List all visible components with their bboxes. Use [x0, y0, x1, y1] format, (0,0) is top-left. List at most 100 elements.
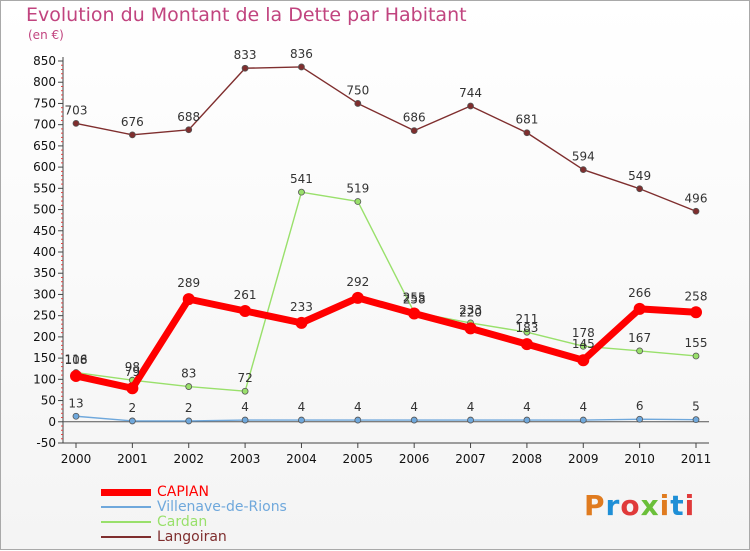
data-label-capian: 292 — [346, 275, 369, 289]
data-label-villenave-de-rions: 4 — [298, 400, 306, 414]
data-point-villenave-de-rions — [128, 417, 136, 425]
legend-swatch — [101, 489, 151, 496]
data-point-langoiran — [636, 185, 644, 193]
data-point-capian — [126, 382, 139, 395]
y-tick-label: 650 — [33, 139, 56, 153]
data-label-capian: 145 — [572, 337, 595, 351]
y-tick-label: 250 — [33, 309, 56, 323]
data-point-villenave-de-rions — [579, 416, 587, 424]
data-point-cardan — [692, 352, 700, 360]
y-tick-label: 0 — [48, 415, 56, 429]
y-tick-label: 200 — [33, 330, 56, 344]
proxiti-logo: Proxiti — [584, 489, 695, 522]
data-point-langoiran — [692, 207, 700, 215]
logo-letter: P — [584, 489, 606, 522]
x-tick-label: 2011 — [681, 452, 712, 466]
y-tick-label: 800 — [33, 75, 56, 89]
logo-letter: i — [659, 489, 671, 522]
data-label-langoiran: 833 — [234, 48, 257, 62]
data-point-langoiran — [354, 100, 362, 107]
data-label-langoiran: 549 — [628, 169, 651, 183]
y-tick-label: 400 — [33, 245, 56, 259]
data-label-cardan: 258 — [403, 292, 426, 306]
data-label-cardan: 167 — [628, 331, 651, 345]
series-line-langoiran — [75, 66, 697, 212]
data-point-cardan — [636, 347, 644, 355]
data-label-cardan: 541 — [290, 172, 313, 186]
x-tick-label: 2001 — [117, 452, 148, 466]
x-tick-label: 2003 — [230, 452, 261, 466]
data-label-villenave-de-rions: 5 — [692, 400, 700, 414]
data-label-villenave-de-rions: 4 — [410, 400, 418, 414]
data-label-cardan: 98 — [125, 360, 140, 374]
data-point-villenave-de-rions — [636, 415, 644, 423]
x-tick-label: 2010 — [624, 452, 655, 466]
data-point-langoiran — [298, 63, 305, 71]
y-tick-label: 300 — [33, 287, 56, 301]
data-point-langoiran — [128, 131, 136, 139]
data-label-langoiran: 681 — [515, 113, 538, 127]
data-point-capian — [295, 316, 308, 329]
data-label-cardan: 116 — [65, 353, 88, 367]
data-point-langoiran — [467, 102, 474, 110]
data-label-cardan: 211 — [515, 312, 538, 326]
data-point-villenave-de-rions — [410, 416, 418, 424]
data-label-cardan: 72 — [237, 371, 252, 385]
data-label-langoiran: 594 — [572, 150, 595, 164]
chart-title: Evolution du Montant de la Dette par Hab… — [26, 4, 467, 26]
legend-label: Villenave-de-Rions — [157, 499, 287, 515]
data-point-villenave-de-rions — [185, 417, 193, 425]
data-label-langoiran: 744 — [459, 86, 482, 100]
data-point-capian — [239, 304, 252, 317]
y-tick-label: 700 — [33, 118, 56, 132]
y-tick-label: 600 — [33, 160, 56, 174]
logo-letter: i — [684, 489, 696, 522]
y-tick-label: 350 — [33, 266, 56, 280]
series-line-villenave-de-rions — [75, 415, 697, 422]
data-label-villenave-de-rions: 2 — [129, 401, 137, 415]
data-label-cardan: 519 — [346, 181, 369, 195]
x-tick-label: 2002 — [173, 452, 204, 466]
series-line-cardan — [75, 191, 697, 392]
data-point-langoiran — [523, 129, 531, 137]
data-point-cardan — [354, 198, 362, 205]
y-tick-label: 50 — [41, 394, 56, 408]
data-point-capian — [520, 338, 533, 351]
data-point-langoiran — [72, 119, 80, 127]
x-tick-label: 2000 — [61, 452, 92, 466]
logo-letter: x — [640, 489, 660, 522]
data-point-langoiran — [410, 127, 418, 135]
x-tick-label: 2008 — [512, 452, 543, 466]
x-tick-label: 2007 — [455, 452, 486, 466]
data-point-capian — [408, 307, 421, 320]
series-line-capian — [75, 294, 697, 392]
logo-letter: t — [670, 489, 685, 522]
data-label-capian: 79 — [125, 365, 140, 379]
data-label-cardan: 233 — [459, 303, 482, 317]
legend-label: Langoiran — [157, 529, 227, 545]
data-label-capian: 255 — [403, 291, 426, 305]
data-label-villenave-de-rions: 6 — [636, 399, 644, 413]
data-point-capian — [633, 302, 646, 315]
x-tick-label: 2004 — [286, 452, 317, 466]
data-point-cardan — [298, 188, 305, 196]
logo-letter: r — [605, 489, 621, 522]
data-label-capian: 108 — [65, 353, 88, 367]
data-point-cardan — [579, 342, 587, 350]
data-point-capian — [351, 291, 364, 304]
data-label-villenave-de-rions: 4 — [467, 400, 475, 414]
data-point-langoiran — [185, 126, 193, 134]
x-tick-label: 2006 — [399, 452, 430, 466]
legend-label: CAPIAN — [157, 484, 209, 500]
data-point-capian — [464, 322, 477, 335]
chart-subtitle: (en €) — [28, 28, 64, 42]
data-point-villenave-de-rions — [72, 412, 80, 420]
data-label-langoiran: 703 — [65, 103, 88, 117]
y-tick-label: 750 — [33, 96, 56, 110]
data-label-villenave-de-rions: 4 — [523, 400, 531, 414]
y-tick-label: 150 — [33, 351, 56, 365]
data-label-villenave-de-rions: 2 — [185, 401, 193, 415]
y-tick-label: 100 — [33, 372, 56, 386]
data-label-villenave-de-rions: 4 — [354, 400, 362, 414]
